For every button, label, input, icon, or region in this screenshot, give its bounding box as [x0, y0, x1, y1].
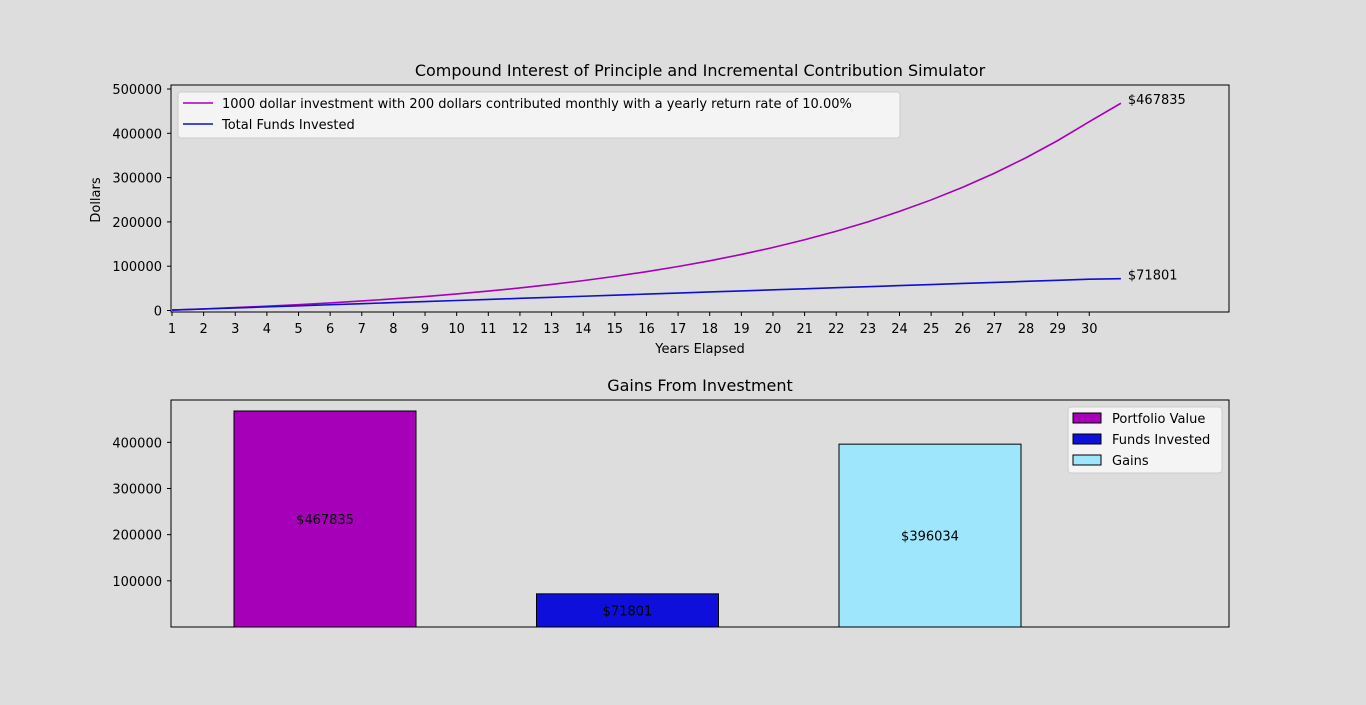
line-y-tick-label: 300000 [112, 172, 162, 187]
line-y-tick-label: 400000 [112, 127, 162, 142]
line-chart-y-axis: 0 100000 200000 300000 400000 500000 [112, 83, 171, 320]
line-y-tick-label: 200000 [112, 216, 162, 231]
line-chart-x-axis-label: Years Elapsed [654, 342, 745, 357]
line-x-tick-label: 29 [1049, 322, 1066, 337]
line-chart-y-axis-label: Dollars [89, 177, 104, 222]
bar-value-label: $467835 [296, 513, 354, 528]
line-x-tick-label: 18 [701, 322, 718, 337]
legend-entry-portfolio: 1000 dollar investment with 200 dollars … [222, 97, 852, 112]
line-x-tick-label: 15 [607, 322, 624, 337]
line-chart-title: Compound Interest of Principle and Incre… [415, 61, 986, 80]
line-x-tick-label: 11 [480, 322, 497, 337]
line-x-tick-label: 3 [231, 322, 239, 337]
line-x-tick-label: 12 [512, 322, 529, 337]
bar-y-tick-label: 100000 [112, 575, 162, 590]
line-x-tick-label: 22 [828, 322, 845, 337]
bar-y-tick-label: 400000 [112, 436, 162, 451]
legend-entry-funds-invested: Funds Invested [1112, 433, 1210, 448]
line-x-tick-label: 9 [421, 322, 429, 337]
line-x-tick-label: 28 [1018, 322, 1035, 337]
line-chart-x-axis: 1 2 3 4 5 6 7 8 9 10 11 12 13 14 15 16 17 18 19 20 21 22 23 24 2… [168, 312, 1098, 337]
line-x-tick-label: 16 [638, 322, 655, 337]
bar-chart: Gains From Investment 100000 200000 300000… [112, 376, 1230, 628]
line-x-tick-label: 25 [923, 322, 940, 337]
bar-legend-box [1067, 406, 1223, 474]
bar-chart-legend: Portfolio Value Funds Invested Gains [1067, 406, 1223, 474]
line-x-tick-label: 1 [168, 322, 176, 337]
line-x-tick-label: 2 [199, 322, 207, 337]
line-x-tick-label: 17 [670, 322, 687, 337]
legend-entry-gains: Gains [1112, 454, 1149, 469]
line-x-tick-label: 21 [796, 322, 813, 337]
line-x-tick-label: 10 [448, 322, 465, 337]
bar-chart-y-axis: 100000 200000 300000 400000 [112, 436, 171, 590]
bar-chart-bars: $467835 $71801 $396034 [233, 410, 1022, 628]
line-x-tick-label: 19 [733, 322, 750, 337]
line-y-tick-label: 100000 [112, 260, 162, 275]
line-chart: Compound Interest of Principle and Incre… [89, 61, 1230, 357]
legend-entry-invested: Total Funds Invested [221, 118, 355, 133]
portfolio-value-bar [233, 410, 417, 628]
legend-swatch-gains [1072, 454, 1102, 466]
bar-chart-title: Gains From Investment [607, 376, 793, 395]
line-x-tick-label: 4 [263, 322, 271, 337]
line-x-tick-label: 24 [891, 322, 908, 337]
line-legend-box [177, 91, 901, 139]
legend-swatch-funds-invested [1072, 433, 1102, 445]
line-x-tick-label: 6 [326, 322, 334, 337]
bar-y-tick-label: 200000 [112, 529, 162, 544]
line-y-tick-label: 500000 [112, 83, 162, 98]
line-x-tick-label: 8 [389, 322, 397, 337]
legend-swatch-portfolio-value [1072, 412, 1102, 424]
line-x-tick-label: 20 [765, 322, 782, 337]
total-funds-invested-line [171, 277, 1121, 311]
line-chart-series-group [171, 102, 1122, 311]
line-x-tick-label: 5 [294, 322, 302, 337]
line-x-tick-label: 27 [986, 322, 1003, 337]
line-x-tick-label: 30 [1081, 322, 1098, 337]
series-1-end-label: $71801 [1128, 269, 1178, 284]
line-x-tick-label: 7 [358, 322, 366, 337]
line-x-tick-label: 23 [860, 322, 877, 337]
gains-bar [838, 443, 1022, 628]
line-x-tick-label: 26 [954, 322, 971, 337]
funds-invested-bar [536, 593, 719, 628]
line-x-tick-label: 13 [543, 322, 560, 337]
line-x-tick-label: 14 [575, 322, 592, 337]
portfolio-value-line [171, 102, 1122, 311]
legend-entry-portfolio-value: Portfolio Value [1112, 412, 1205, 427]
bar-value-label: $396034 [901, 530, 959, 545]
series-0-end-label: $467835 [1128, 93, 1186, 108]
bar-value-label: $71801 [603, 604, 653, 619]
line-chart-legend: 1000 dollar investment with 200 dollars … [177, 91, 901, 139]
line-y-tick-label: 0 [154, 305, 162, 320]
bar-y-tick-label: 300000 [112, 482, 162, 497]
